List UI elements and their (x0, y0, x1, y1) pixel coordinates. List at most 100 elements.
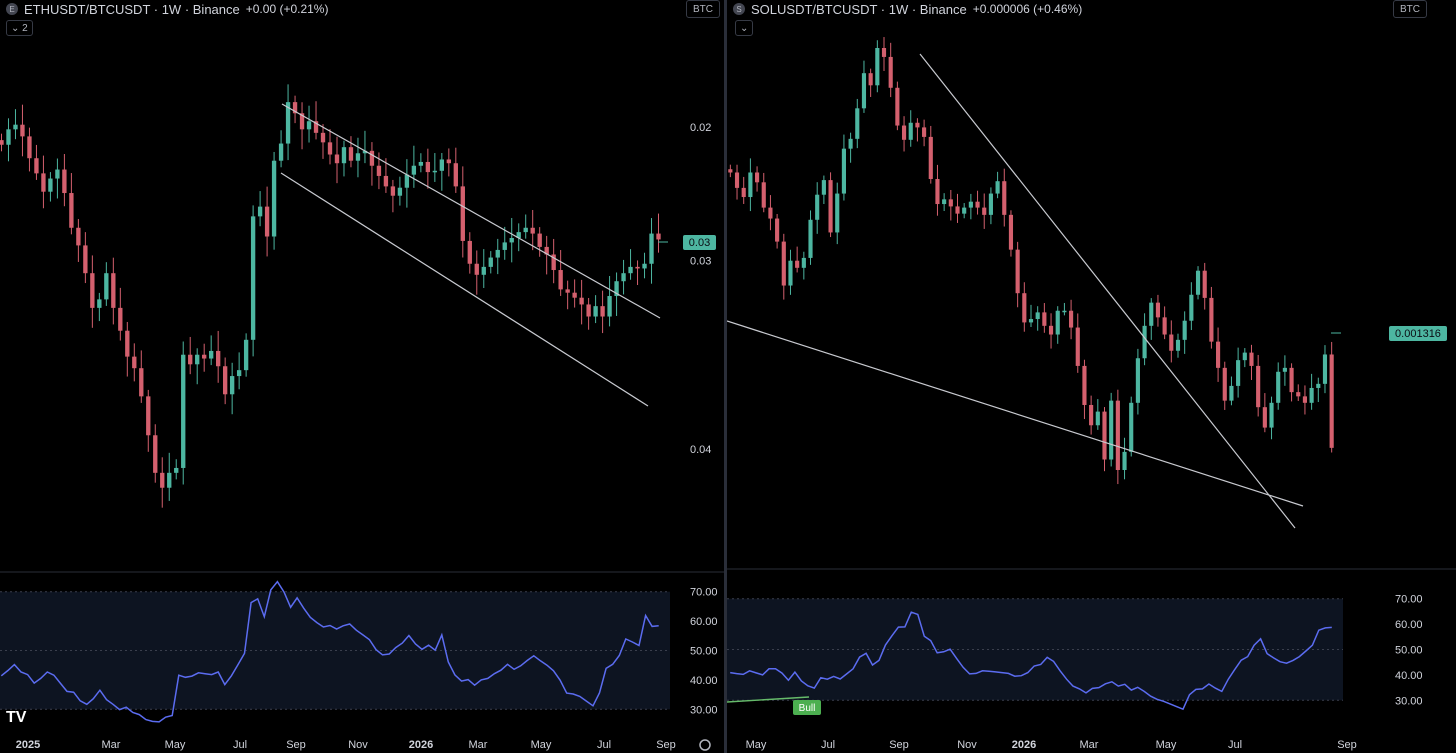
candle-body (320, 132, 326, 143)
candle-body (1242, 352, 1247, 361)
left-symbol-title[interactable]: ETHUSDT/BTCUSDT · 1W · Binance (24, 1, 240, 17)
candle-body (1316, 383, 1321, 388)
candle-body (875, 48, 880, 86)
time-axis-label: 2026 (409, 739, 433, 751)
candle-body (821, 180, 826, 195)
candle-body (236, 370, 242, 377)
candle-body (988, 193, 993, 215)
candle-body (848, 138, 853, 149)
sol-symbol-icon: S (733, 3, 745, 15)
candle-body (397, 187, 403, 196)
left-legend: E ETHUSDT/BTCUSDT · 1W · Binance +0.00 (… (6, 1, 328, 17)
time-axis-label: Sep (1337, 739, 1357, 751)
left-indicator-count: 2 (22, 22, 28, 34)
candle-body (815, 194, 820, 220)
candle-body (13, 124, 18, 130)
candle-body (1322, 354, 1328, 384)
candle-body (1075, 327, 1080, 366)
time-axis-label: 2026 (1012, 739, 1036, 751)
time-axis-label: Mar (1080, 739, 1099, 751)
candle-body (411, 165, 417, 175)
candle-body (104, 273, 109, 300)
candle-body (1149, 302, 1154, 326)
chevron-down-icon: ⌄ (11, 22, 23, 34)
candle-body (1129, 402, 1134, 452)
pane-divider[interactable] (724, 0, 727, 753)
candle-body (1229, 385, 1234, 401)
candle-body (83, 245, 88, 274)
candle-body (544, 246, 549, 255)
candle-body (474, 263, 479, 275)
candle-body (1022, 293, 1027, 323)
left-collapse-toggle[interactable]: ⌄ 2 (6, 20, 33, 36)
candle-body (439, 159, 444, 171)
left-chart-pane[interactable]: E ETHUSDT/BTCUSDT · 1W · Binance +0.00 (… (0, 0, 724, 753)
candle-body (481, 266, 486, 275)
candle-body (1002, 181, 1007, 215)
candle-body (216, 350, 221, 367)
right-chart-pane[interactable]: S SOLUSDT/BTCUSDT · 1W · Binance +0.0000… (727, 0, 1456, 753)
rsi-line (730, 611, 1332, 711)
candle-body (125, 330, 130, 357)
candle-body (1028, 319, 1034, 323)
candle-body (257, 206, 263, 217)
candle-body (781, 241, 786, 286)
candle-body (861, 73, 867, 109)
candle-body (1209, 297, 1214, 342)
left-currency-badge[interactable]: BTC (686, 0, 720, 18)
price-axis-label: 0.04 (690, 444, 711, 456)
rsi-axis-label: 30.00 (1395, 695, 1423, 707)
candle-body (868, 73, 873, 86)
left-chart-canvas[interactable]: 0.04 0.03 0.02 0.03 70.00 60.00 50.00 40.00 30.0… (0, 0, 724, 753)
rsi-axis-label: 50.00 (1395, 645, 1423, 657)
right-collapse-toggle[interactable]: ⌄ (735, 20, 754, 36)
candle-body (460, 186, 465, 241)
right-symbol-title[interactable]: SOLUSDT/BTCUSDT · 1W · Binance (751, 1, 967, 17)
time-axis-label: Nov (348, 739, 368, 751)
time-axis-label: Jul (597, 739, 611, 751)
candle-body (348, 147, 354, 161)
candle-body (453, 163, 458, 187)
candle-body (748, 172, 753, 198)
candle-body (97, 299, 102, 308)
candle-body (1216, 341, 1221, 368)
candle-body (551, 254, 556, 271)
candle-body (1048, 325, 1054, 335)
candle-body (775, 218, 780, 242)
candle-body (948, 199, 953, 207)
candle-body (795, 260, 800, 268)
candle-body (243, 339, 249, 371)
candle-body (928, 136, 933, 180)
candle-body (1162, 317, 1167, 335)
candle-body (968, 201, 973, 208)
candle-body (734, 172, 740, 188)
candle-body (41, 173, 46, 192)
candle-body (90, 273, 95, 308)
candle-body (355, 153, 361, 161)
candle-body (488, 257, 493, 267)
candle-body (502, 242, 507, 250)
candle-body (982, 207, 987, 215)
last-price-tag (683, 235, 716, 250)
candle-body (614, 281, 619, 297)
candle-body (1082, 365, 1087, 405)
candle-body (1309, 387, 1314, 403)
candle-body (1195, 270, 1201, 295)
candle-body (383, 175, 389, 187)
candle-body (1109, 400, 1114, 460)
candle-body (835, 193, 840, 233)
candle-body (558, 270, 563, 290)
candle-body (0, 140, 4, 145)
rsi-axis-label: 70.00 (690, 587, 718, 599)
right-chart-canvas[interactable]: 0.001316 70.00 60.00 50.00 40.00 30.00 May Jul S… (727, 0, 1456, 753)
trendline (919, 53, 1296, 529)
candle-body (565, 289, 570, 293)
time-axis-label: Sep (286, 739, 306, 751)
candle-body (1296, 392, 1301, 397)
candle-body (390, 186, 396, 196)
time-axis-label: Nov (957, 739, 977, 751)
right-currency-badge[interactable]: BTC (1393, 0, 1427, 18)
bull-divergence-line (727, 696, 810, 703)
candle-body (1042, 312, 1047, 326)
candle-body (523, 227, 528, 233)
